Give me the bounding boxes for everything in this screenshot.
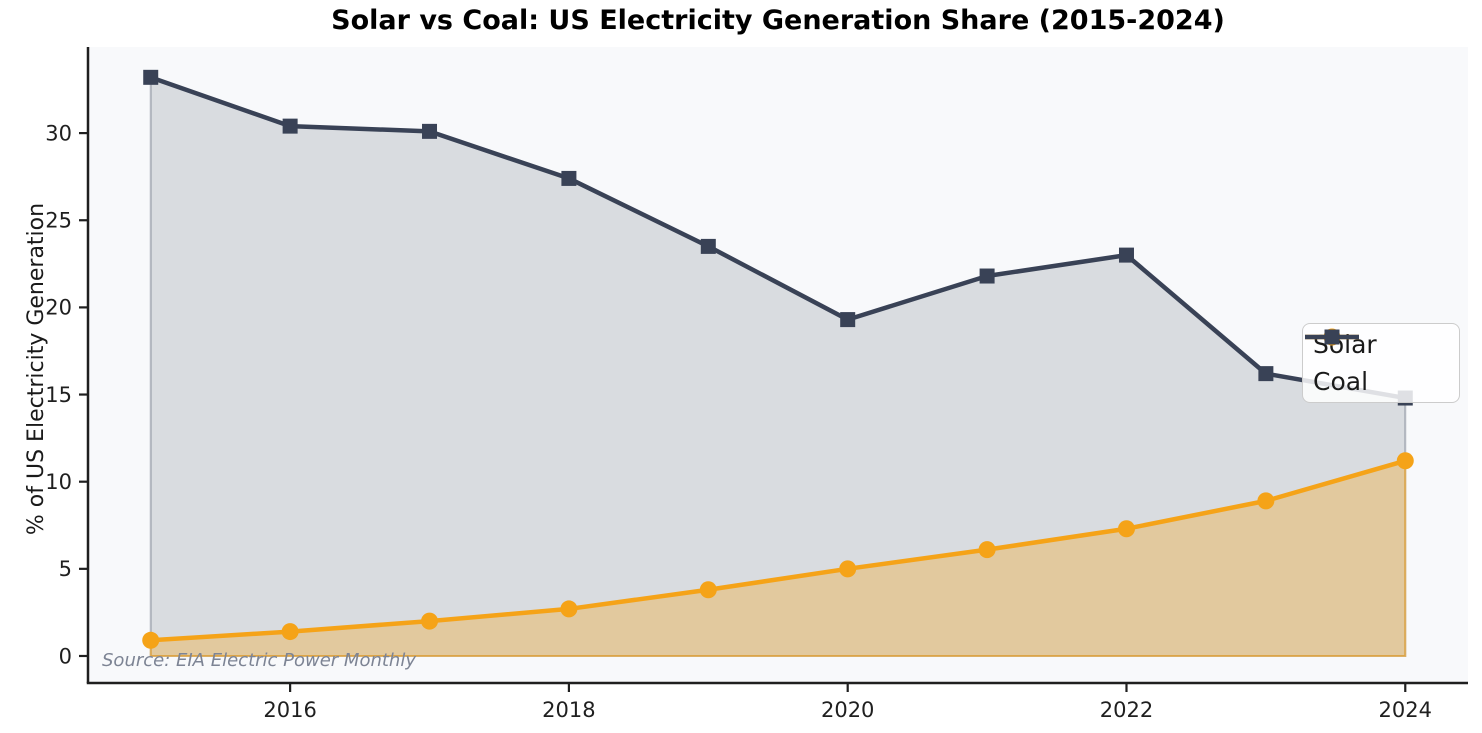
coal-marker [282, 118, 298, 134]
x-tick-label: 2024 [1379, 698, 1432, 722]
coal-marker [143, 69, 159, 85]
coal-marker [561, 170, 577, 186]
coal-line [148, 75, 1408, 401]
y-tick-label: 30 [45, 121, 72, 145]
x-tick-label: 2018 [542, 698, 595, 722]
y-tick-label: 10 [45, 470, 72, 494]
coal-marker [1258, 366, 1274, 382]
x-tick-label: 2016 [263, 698, 316, 722]
solar-marker [560, 600, 578, 618]
y-tick-label: 20 [45, 296, 72, 320]
x-tick-label: 2022 [1100, 698, 1153, 722]
legend-label: Coal [1313, 367, 1369, 396]
coal-marker [700, 238, 716, 254]
solar-marker [421, 612, 439, 630]
legend: Solar Coal [1302, 323, 1460, 403]
coal-marker [422, 123, 438, 139]
source-note: Source: EIA Electric Power Monthly [102, 650, 416, 671]
x-tick-label: 2020 [821, 698, 874, 722]
plot-area [88, 47, 1468, 683]
coal-legend-sample-icon [1305, 329, 1359, 345]
legend-entry-coal: Coal [1305, 329, 1449, 398]
y-axis-label: % of US Electricity Generation [24, 202, 49, 536]
solar-marker [1257, 492, 1275, 510]
coal-marker [840, 312, 856, 328]
solar-marker [978, 541, 996, 559]
y-tick-label: 0 [59, 644, 72, 668]
solar-marker [839, 560, 857, 578]
y-tick-label: 15 [45, 383, 72, 407]
coal-marker [979, 268, 995, 284]
solar-marker [142, 631, 160, 649]
solar-marker [1117, 520, 1135, 538]
y-tick-label: 5 [59, 557, 72, 581]
solar-marker [699, 581, 717, 599]
y-tick-label: 25 [45, 209, 72, 233]
solar-marker [281, 623, 299, 641]
coal-marker [1118, 247, 1134, 263]
solar-line [148, 458, 1408, 643]
chart-title: Solar vs Coal: US Electricity Generation… [331, 5, 1225, 36]
solar-marker [1396, 452, 1414, 470]
